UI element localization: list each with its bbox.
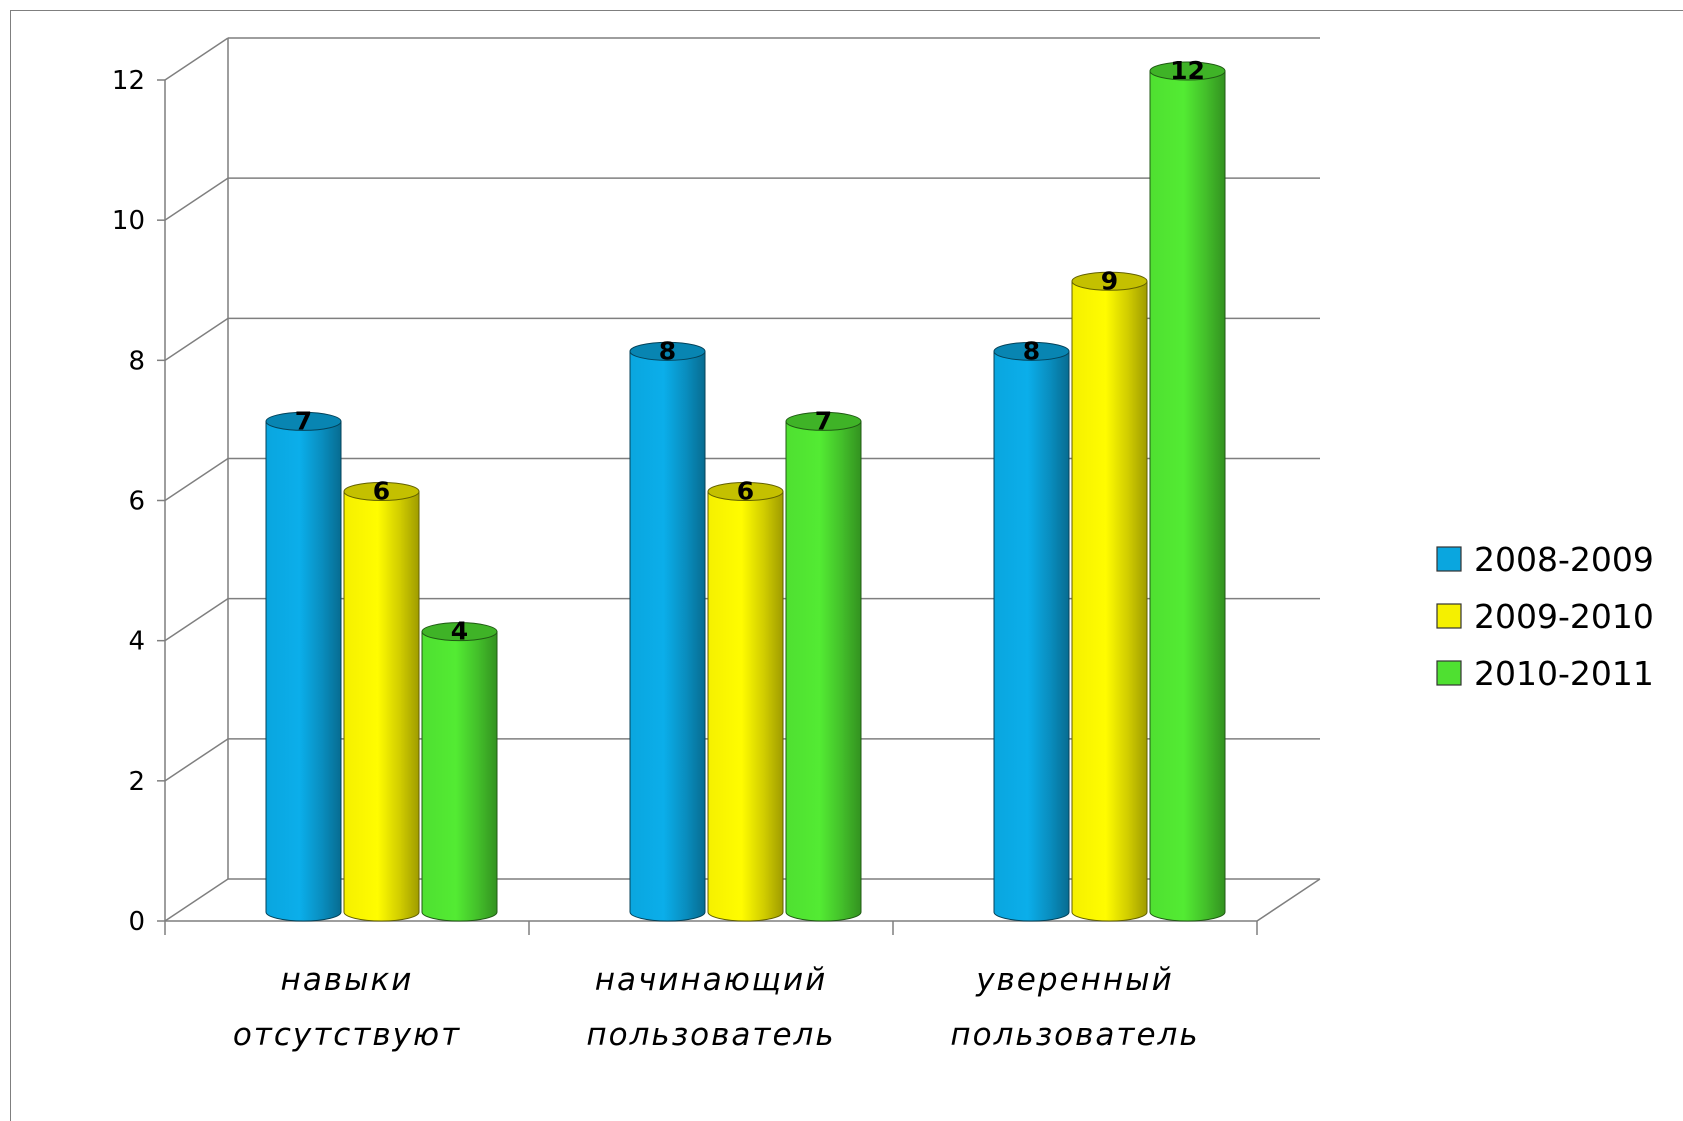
y-tick-label: 10 — [112, 206, 145, 236]
gridline-diagonal — [164, 177, 229, 221]
x-tick-label: начинающий — [595, 962, 828, 998]
x-axis: навыки отсутствуют начинающий пользователь у… — [164, 921, 1258, 1053]
bar-body — [707, 491, 784, 922]
bar — [1149, 61, 1226, 922]
x-tick-label: пользователь — [586, 1017, 835, 1053]
data-label: 6 — [373, 477, 390, 506]
data-label: 7 — [295, 406, 312, 435]
y-tick-label: 6 — [128, 487, 145, 517]
gridline-diagonal — [164, 317, 229, 361]
bar-top — [993, 341, 1070, 361]
data-label: 12 — [1170, 56, 1205, 85]
bar-body — [265, 420, 342, 922]
bar-body — [1071, 280, 1148, 922]
x-tick-label: отсутствуют — [233, 1017, 461, 1053]
bar — [343, 482, 420, 922]
y-tick-label: 0 — [128, 907, 145, 937]
bar-top — [785, 411, 862, 431]
y-axis: 0 2 4 6 8 10 12 — [112, 66, 166, 937]
y-tick-label: 8 — [128, 346, 145, 376]
gridline-diagonal — [164, 37, 229, 81]
chart-frame — [10, 10, 1683, 1121]
y-tick-label: 12 — [112, 66, 145, 96]
gridline-diagonal — [164, 738, 229, 782]
bar — [993, 341, 1070, 922]
legend-label: 2008-2009 — [1474, 540, 1654, 579]
bar-top — [707, 482, 784, 501]
data-label: 4 — [451, 617, 468, 646]
data-labels: 7 6 4 8 6 7 8 9 12 — [295, 56, 1205, 646]
data-label: 8 — [1023, 336, 1040, 365]
bar — [629, 341, 706, 922]
legend-label: 2010-2011 — [1474, 654, 1654, 693]
x-tick-label: навыки — [281, 962, 414, 998]
bars — [265, 61, 1226, 922]
bar-top — [1149, 61, 1226, 81]
x-tick-label: пользователь — [950, 1017, 1199, 1053]
data-label: 8 — [659, 336, 676, 365]
bar-top — [1071, 271, 1148, 291]
bar-top — [421, 622, 498, 642]
bar-top — [265, 411, 342, 431]
data-label: 6 — [737, 477, 754, 506]
gridline-diagonal — [164, 878, 229, 922]
bar-top — [343, 482, 420, 501]
bar-body — [629, 350, 706, 922]
data-label: 7 — [815, 406, 832, 435]
bar — [265, 411, 342, 922]
legend-label: 2009-2010 — [1474, 597, 1654, 636]
legend-swatch — [1436, 603, 1462, 629]
y-tick-label: 2 — [128, 767, 145, 797]
bar-body — [343, 491, 420, 922]
y-tick-label: 4 — [128, 627, 145, 657]
data-label: 9 — [1101, 266, 1118, 295]
legend-swatch — [1436, 660, 1462, 686]
bar — [785, 411, 862, 922]
bar-body — [993, 350, 1070, 922]
bar — [421, 622, 498, 922]
gridline-diagonal — [164, 598, 229, 642]
bar-top — [629, 341, 706, 361]
bar-body — [785, 420, 862, 922]
bar-body — [421, 631, 498, 922]
bar — [707, 482, 784, 922]
x-tick-label: уверенный — [975, 962, 1174, 998]
bar — [1071, 271, 1148, 922]
legend-swatch — [1436, 546, 1462, 572]
legend: 2008-2009 2009-2010 2010-2011 — [1436, 540, 1654, 693]
gridline-diagonal — [164, 457, 229, 502]
bar-body — [1149, 70, 1226, 922]
